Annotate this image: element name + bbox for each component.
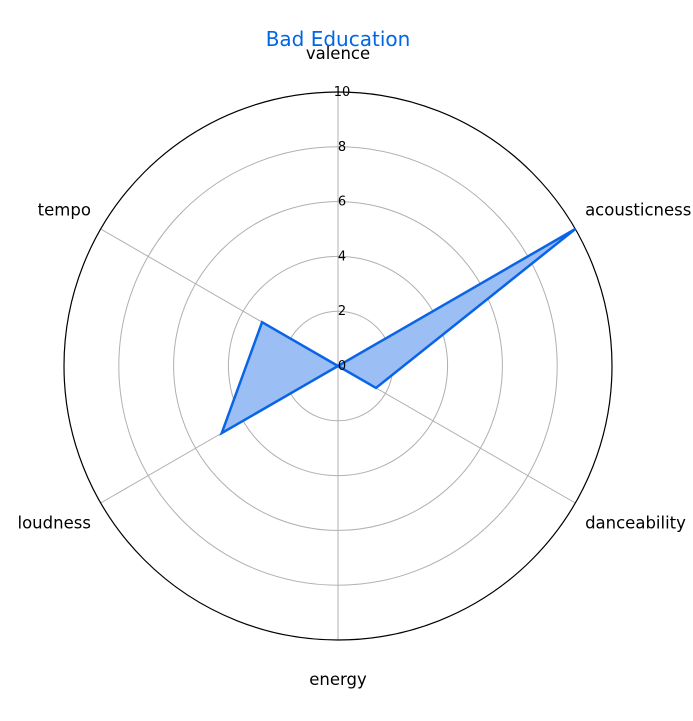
tick-label-0: 0 [338, 359, 346, 374]
chart-title: Bad Education [266, 27, 411, 51]
radial-tick-labels: 0 2 4 6 8 10 [334, 85, 351, 374]
tick-label-8: 8 [338, 140, 346, 155]
tick-label-6: 6 [338, 195, 346, 210]
axis-labels: valence acousticness danceability energy lou… [18, 44, 692, 689]
axis-label-valence: valence [306, 44, 370, 63]
axis-label-loudness: loudness [18, 514, 91, 533]
outer-frame [63, 91, 613, 641]
tick-label-4: 4 [338, 249, 346, 264]
axis-label-energy: energy [309, 670, 367, 689]
axis-label-tempo: tempo [38, 201, 91, 220]
tick-label-10: 10 [334, 85, 351, 100]
tick-label-2: 2 [338, 304, 346, 319]
radar-series-layer [219, 227, 577, 436]
spoke-danceability [337, 365, 576, 504]
axis-label-danceability: danceability [585, 514, 686, 533]
axis-label-acousticness: acousticness [585, 201, 691, 220]
